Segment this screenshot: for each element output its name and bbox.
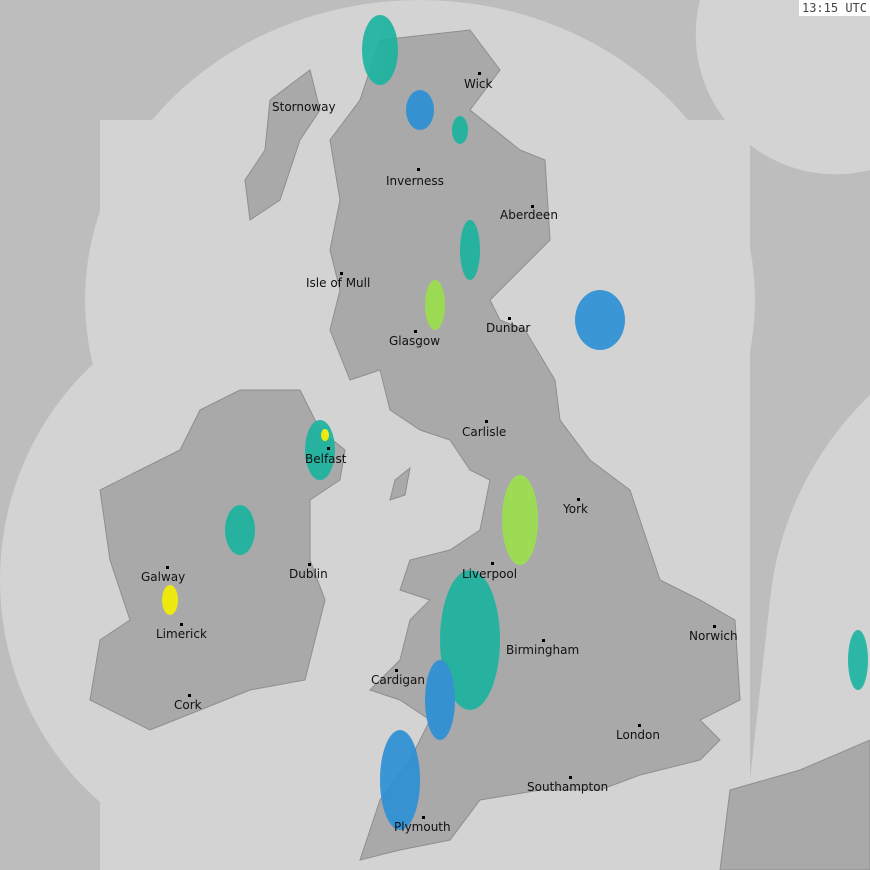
- city-label: Norwich: [689, 629, 738, 643]
- city-label: Wick: [464, 77, 493, 91]
- city-label: Dublin: [289, 567, 328, 581]
- city-label: York: [563, 502, 588, 516]
- city-label: Southampton: [527, 780, 609, 794]
- city-marker: [327, 447, 330, 450]
- city-label: Belfast: [305, 452, 347, 466]
- ireland: [89, 389, 346, 731]
- city-marker: [308, 563, 311, 566]
- great-britain: [329, 29, 741, 861]
- city-label: Galway: [141, 570, 186, 584]
- city-marker: [508, 317, 511, 320]
- city-marker: [577, 498, 580, 501]
- city-label: Carlisle: [462, 425, 507, 439]
- city-marker: [417, 168, 420, 171]
- city-marker: [395, 669, 398, 672]
- city-marker: [491, 562, 494, 565]
- city-marker: [638, 724, 641, 727]
- city-marker: [569, 776, 572, 779]
- city-marker: [340, 272, 343, 275]
- city-marker: [166, 566, 169, 569]
- city-label: Liverpool: [462, 567, 518, 581]
- city-label: Dunbar: [486, 321, 531, 335]
- city-marker: [542, 639, 545, 642]
- isle-of-man: [389, 466, 411, 501]
- outer-hebrides: [244, 69, 321, 221]
- city-label: Limerick: [156, 627, 207, 641]
- city-label: Plymouth: [394, 820, 451, 834]
- city-label: Cardigan: [371, 673, 425, 687]
- city-marker: [713, 625, 716, 628]
- city-label: Isle of Mull: [306, 276, 371, 290]
- city-label: Cork: [174, 698, 202, 712]
- city-marker: [478, 72, 481, 75]
- rain-echoes: [162, 15, 868, 830]
- land: [89, 29, 870, 870]
- city-label: Stornoway: [272, 100, 336, 114]
- city-marker: [180, 623, 183, 626]
- city-marker: [422, 816, 425, 819]
- city-label: Birmingham: [506, 643, 580, 657]
- city-marker: [531, 205, 534, 208]
- city-marker: [414, 330, 417, 333]
- city-label: London: [616, 728, 660, 742]
- city-marker: [485, 420, 488, 423]
- city-marker: [188, 694, 191, 697]
- timestamp: 13:15 UTC: [798, 0, 870, 16]
- city-label: Glasgow: [389, 334, 441, 348]
- city-label: Inverness: [386, 174, 444, 188]
- continent: [719, 739, 870, 870]
- city-label: Aberdeen: [500, 208, 558, 222]
